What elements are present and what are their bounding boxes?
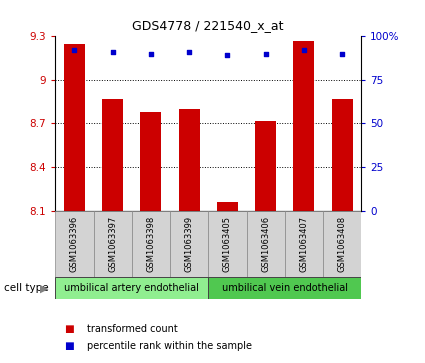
Text: GSM1063405: GSM1063405 xyxy=(223,216,232,272)
Bar xyxy=(323,211,361,278)
Point xyxy=(300,47,307,53)
Text: GSM1063408: GSM1063408 xyxy=(337,216,347,272)
Bar xyxy=(55,211,94,278)
Bar xyxy=(208,211,246,278)
Text: transformed count: transformed count xyxy=(87,323,178,334)
Text: GSM1063398: GSM1063398 xyxy=(146,216,156,272)
Point xyxy=(109,49,116,55)
Text: umbilical vein endothelial: umbilical vein endothelial xyxy=(222,283,348,293)
Bar xyxy=(102,99,123,211)
Text: percentile rank within the sample: percentile rank within the sample xyxy=(87,340,252,351)
Title: GDS4778 / 221540_x_at: GDS4778 / 221540_x_at xyxy=(133,19,284,32)
Bar xyxy=(132,211,170,278)
Text: cell type: cell type xyxy=(4,283,49,293)
Point xyxy=(224,53,231,58)
Bar xyxy=(332,99,353,211)
Bar xyxy=(246,211,285,278)
Point xyxy=(147,51,154,57)
Text: GSM1063396: GSM1063396 xyxy=(70,216,79,272)
Bar xyxy=(178,109,200,211)
Bar xyxy=(293,41,314,211)
Point xyxy=(339,51,346,57)
Text: ▶: ▶ xyxy=(40,283,49,293)
Text: GSM1063399: GSM1063399 xyxy=(184,216,194,272)
Bar xyxy=(217,202,238,211)
Point xyxy=(262,51,269,57)
Bar xyxy=(208,277,361,299)
Text: GSM1063407: GSM1063407 xyxy=(299,216,309,272)
Point xyxy=(71,47,78,53)
Text: GSM1063406: GSM1063406 xyxy=(261,216,270,272)
Bar xyxy=(140,112,162,211)
Point xyxy=(186,49,193,55)
Text: umbilical artery endothelial: umbilical artery endothelial xyxy=(64,283,199,293)
Bar xyxy=(55,277,208,299)
Bar xyxy=(255,121,276,211)
Text: ■: ■ xyxy=(64,323,74,334)
Text: ■: ■ xyxy=(64,340,74,351)
Bar xyxy=(170,211,208,278)
Text: GSM1063397: GSM1063397 xyxy=(108,216,117,272)
Bar xyxy=(285,211,323,278)
Bar xyxy=(64,44,85,211)
Bar xyxy=(94,211,132,278)
